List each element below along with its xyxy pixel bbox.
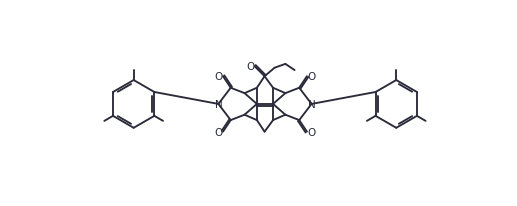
Text: O: O — [247, 62, 255, 72]
Text: N: N — [215, 99, 222, 109]
Text: N: N — [308, 99, 315, 109]
Text: O: O — [308, 72, 316, 82]
Text: O: O — [214, 72, 222, 82]
Text: O: O — [214, 127, 222, 137]
Text: O: O — [308, 127, 316, 137]
